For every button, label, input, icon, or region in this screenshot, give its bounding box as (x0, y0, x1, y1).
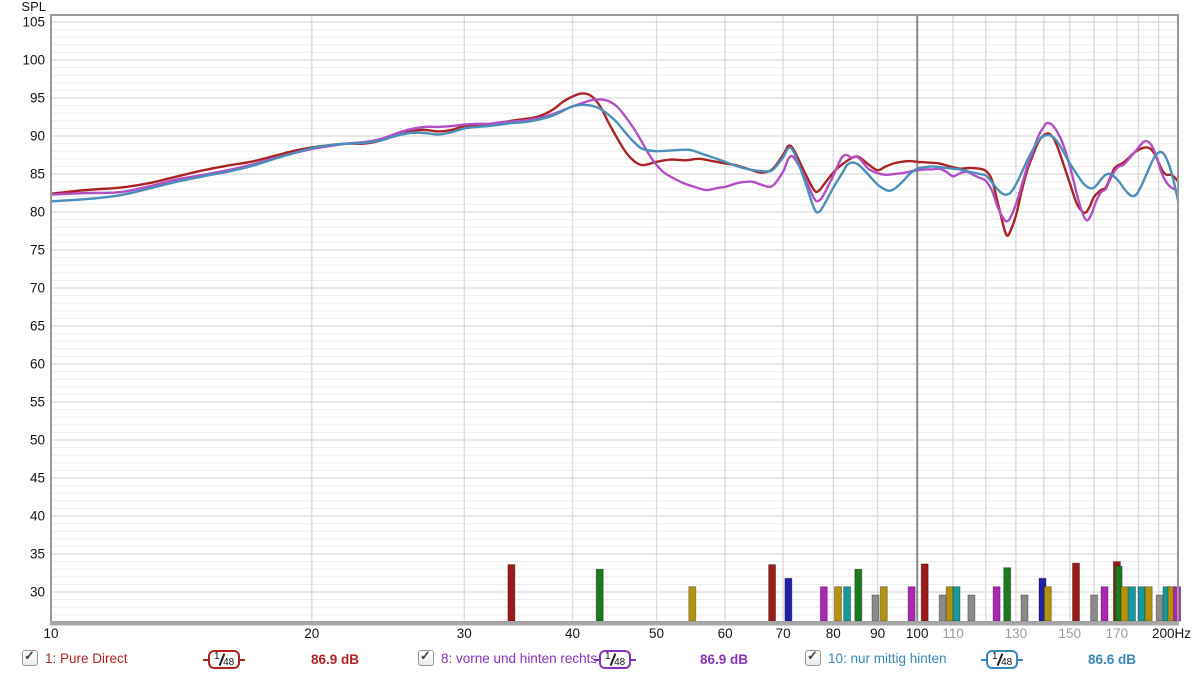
y-tick-label: 45 (30, 471, 45, 486)
marker-bar (1144, 586, 1153, 622)
y-tick-label: 50 (30, 433, 45, 448)
legend-label[interactable]: 10: nur mittig hinten (828, 650, 947, 666)
marker-bar (1137, 586, 1146, 622)
trace-nur-mittig-hinten (49, 103, 1180, 214)
marker-bar (1128, 586, 1136, 622)
y-tick-label: 35 (30, 547, 45, 562)
x-tick-label: 30 (457, 626, 472, 641)
checkmark-icon: ✓ (807, 648, 818, 663)
marker-bar (595, 568, 604, 622)
x-tick-label: 130 (1005, 626, 1028, 641)
smoothing-badge[interactable]: 1 48 (593, 650, 637, 669)
marker-bar (879, 586, 888, 622)
smoothing-badge[interactable]: 1 48 (202, 650, 246, 669)
y-tick-label: 85 (30, 167, 45, 182)
marker-bar (967, 594, 976, 622)
y-tick-label: 100 (22, 53, 45, 68)
y-tick-label: 65 (30, 319, 45, 334)
legend-checkbox[interactable]: ✓ (22, 648, 38, 666)
checkmark-icon: ✓ (24, 648, 35, 663)
marker-bar (688, 586, 697, 622)
x-tick-label: 70 (776, 626, 791, 641)
y-tick-label: 75 (30, 243, 45, 258)
marker-bar (1100, 586, 1109, 622)
x-tick-label: 60 (718, 626, 733, 641)
marker-bar (1072, 562, 1080, 622)
y-tick-label: 30 (30, 585, 45, 600)
x-tick-label: 150 (1059, 626, 1082, 641)
legend-bar: ✓ 1: Pure Direct 1 48 86.9 dB ✓ 8: vorne … (0, 647, 1200, 673)
marker-bar (819, 586, 828, 622)
y-tick-label: 105 (22, 15, 45, 30)
legend-checkbox[interactable]: ✓ (805, 648, 821, 666)
y-tick-label: 40 (30, 509, 45, 524)
legend-label[interactable]: 8: vorne und hinten rechts (441, 650, 598, 666)
marker-bar (768, 564, 777, 622)
legend-checkbox[interactable]: ✓ (418, 648, 434, 666)
x-tick-label: 50 (649, 626, 664, 641)
y-axis-title: SPL (21, 0, 46, 14)
y-tick-label: 95 (30, 91, 45, 106)
marker-bar (871, 594, 880, 622)
marker-bar (1020, 594, 1029, 622)
y-tick-label: 80 (30, 205, 45, 220)
x-tick-label: 100 (906, 626, 929, 641)
marker-bar (920, 563, 929, 622)
y-tick-label: 90 (30, 129, 45, 144)
legend-entry-1[interactable]: ✓ 1: Pure Direct (22, 648, 128, 666)
marker-bar (834, 586, 842, 622)
marker-bar (1003, 567, 1012, 622)
marker-bar (1155, 594, 1164, 622)
marker-bar (992, 586, 1001, 622)
smoothing-badge[interactable]: 1 48 (980, 650, 1024, 669)
y-tick-label: 60 (30, 357, 45, 372)
avg-level-value: 86.6 dB (1088, 652, 1137, 667)
marker-bar (1120, 586, 1129, 622)
legend-entry-10[interactable]: ✓ 10: nur mittig hinten (805, 648, 947, 666)
checkmark-icon: ✓ (420, 648, 431, 663)
marker-bar (507, 564, 516, 622)
x-tick-label: 20 (304, 626, 319, 641)
marker-bar (907, 586, 916, 622)
marker-bar (784, 577, 793, 622)
smoothing-fraction: 1 48 (992, 650, 1013, 668)
x-tick-label: 90 (870, 626, 885, 641)
x-tick-label: 80 (826, 626, 841, 641)
marker-bar (938, 594, 947, 622)
smoothing-fraction: 1 48 (605, 650, 626, 668)
x-tick-label: 200Hz (1152, 626, 1191, 641)
marker-bar (952, 586, 961, 622)
x-tick-label: 40 (565, 626, 580, 641)
x-tick-label: 170 (1106, 626, 1129, 641)
y-tick-label: 70 (30, 281, 45, 296)
x-tick-label: 110 (942, 626, 964, 641)
marker-bar (843, 586, 852, 622)
legend-label[interactable]: 1: Pure Direct (45, 650, 128, 666)
spl-chart-panel: SPL 105 100 95 90 85 80 75 70 65 60 55 50 45 40 35 30 10 2… (0, 0, 1200, 646)
marker-bar (945, 586, 954, 622)
marker-bar (1090, 594, 1099, 622)
legend-entry-8[interactable]: ✓ 8: vorne und hinten rechts (418, 648, 598, 666)
y-tick-label: 55 (30, 395, 45, 410)
avg-level-value: 86.9 dB (311, 652, 360, 667)
trace-vorne-hinten-rechts (49, 98, 1180, 223)
smoothing-fraction: 1 48 (214, 650, 235, 668)
x-tick-label: 10 (43, 626, 58, 641)
trace-pure-direct (49, 92, 1180, 237)
marker-bar (1043, 586, 1052, 622)
marker-bar (854, 568, 863, 622)
avg-level-value: 86.9 dB (700, 652, 749, 667)
